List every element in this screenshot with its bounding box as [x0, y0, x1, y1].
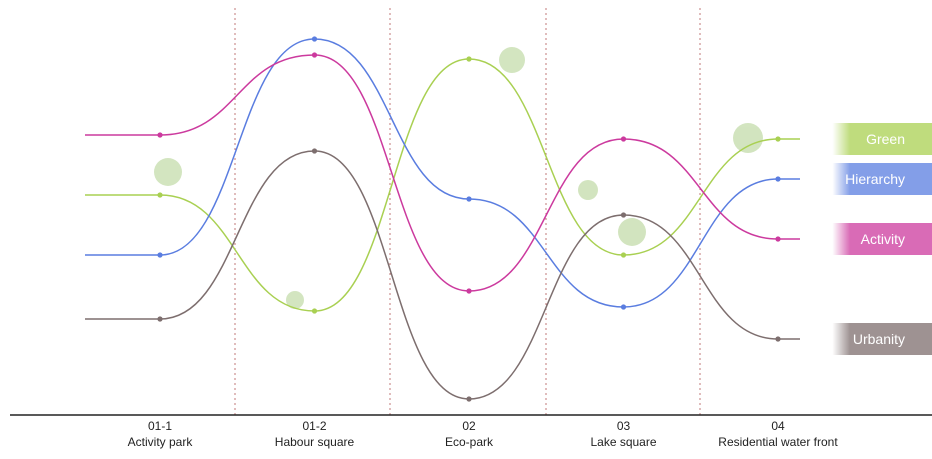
point [775, 236, 780, 241]
point [621, 212, 626, 217]
page: 01-1 Activity park 01-2 Habour square 02 Eco-… [0, 0, 932, 459]
legend-label: Hierarchy [845, 171, 905, 187]
point [312, 36, 317, 41]
point [466, 396, 471, 401]
legend-label: Green [866, 131, 905, 147]
chart: 01-1 Activity park 01-2 Habour square 02 Eco-… [0, 0, 932, 459]
category-code: 02 [462, 419, 476, 433]
point [157, 192, 162, 197]
category-code: 01-1 [148, 419, 172, 433]
category-label: Activity park [128, 435, 194, 449]
legend-label: Urbanity [853, 331, 905, 347]
point [621, 136, 626, 141]
point [312, 308, 317, 313]
separators [235, 8, 700, 415]
category-code: 01-2 [302, 419, 326, 433]
category-code: 04 [771, 419, 785, 433]
point [157, 252, 162, 257]
point [621, 304, 626, 309]
category-label: Residential water front [718, 435, 838, 449]
tree-icon [618, 218, 646, 246]
label-band-fade [800, 163, 850, 195]
series-line [160, 59, 778, 311]
label-band-fade [800, 323, 850, 355]
point [775, 176, 780, 181]
series-line [160, 55, 778, 291]
point [621, 252, 626, 257]
tree-icon [154, 158, 182, 186]
category-label: Lake square [590, 435, 656, 449]
legend-label: Activity [861, 231, 905, 247]
point [466, 196, 471, 201]
point [775, 136, 780, 141]
category-code: 03 [617, 419, 631, 433]
point [466, 288, 471, 293]
label-band-fade [800, 223, 850, 255]
label-band-fade [800, 123, 850, 155]
tree-icon [733, 123, 763, 153]
point [157, 132, 162, 137]
tree-icon [499, 47, 525, 73]
point [157, 316, 162, 321]
tree-icon [578, 180, 598, 200]
point [312, 148, 317, 153]
point [466, 56, 471, 61]
point [775, 336, 780, 341]
category-label: Habour square [275, 435, 355, 449]
plot: 01-1 Activity park 01-2 Habour square 02 Eco-… [85, 36, 932, 449]
category-label: Eco-park [445, 435, 494, 449]
point [312, 52, 317, 57]
